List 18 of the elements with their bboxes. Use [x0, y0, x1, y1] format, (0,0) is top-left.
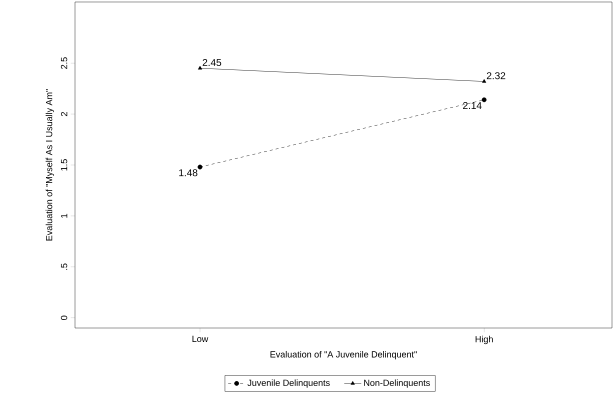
x-axis-title: Evaluation of "A Juvenile Delinquent": [270, 350, 417, 360]
y-tick-label: 1: [61, 214, 68, 218]
data-label: 2.14: [463, 102, 482, 109]
y-tick-label: 0: [60, 316, 68, 320]
y-tick-label: 1.5: [60, 159, 68, 171]
data-label: 2.32: [486, 72, 506, 80]
x-tick-label: High: [476, 336, 493, 344]
y-tick-label: 2.5: [60, 57, 68, 69]
point: [198, 164, 202, 170]
data-label: 2.45: [202, 58, 222, 66]
point: [482, 97, 487, 102]
legend-label: Juvenile Delinquents: [247, 379, 330, 388]
y-axis-title: Evaluation of "Myself As I Usually Am": [46, 89, 54, 240]
x-tick-label: Low: [192, 336, 208, 342]
legend-label: Non-Delinquents: [364, 379, 430, 388]
y-tick-label: .5: [60, 264, 68, 270]
data-label: 1.48: [179, 169, 198, 176]
y-tick-label: 2: [60, 112, 68, 116]
